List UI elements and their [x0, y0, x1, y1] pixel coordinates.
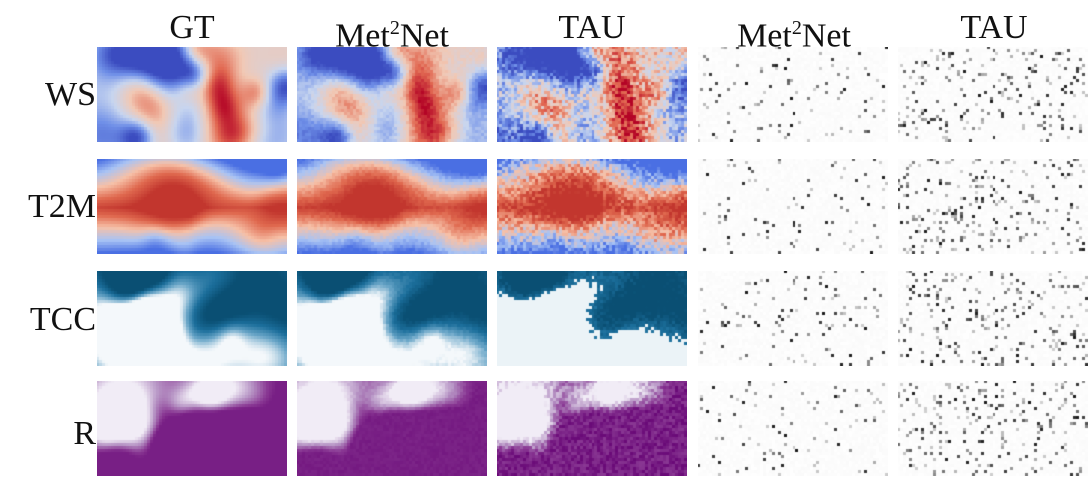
row-label-t2m: T2M	[28, 188, 96, 225]
column-label-met2net-error: Met2Net	[737, 17, 851, 55]
r-tau-map	[497, 381, 687, 476]
t2m-tau-error-map	[898, 159, 1088, 254]
t2m-tau-map	[497, 159, 687, 254]
r-gt-map	[97, 381, 287, 476]
column-label-met2net-prediction: Met2Net	[335, 17, 449, 55]
ws-met2net-map	[297, 47, 487, 142]
r-met2net-error-map	[698, 381, 888, 476]
t2m-met2net-map	[297, 159, 487, 254]
row-label-ws: WS	[45, 76, 96, 113]
tcc-tau-map	[497, 271, 687, 366]
tcc-met2net-error-map	[698, 271, 888, 366]
row-label-r: R	[73, 415, 96, 452]
tcc-met2net-map	[297, 271, 487, 366]
ws-gt-map	[97, 47, 287, 142]
t2m-met2net-error-map	[698, 159, 888, 254]
ws-tau-map	[497, 47, 687, 142]
ws-tau-error-map	[898, 47, 1088, 142]
ws-met2net-error-map	[698, 47, 888, 142]
tcc-gt-map	[97, 271, 287, 366]
r-met2net-map	[297, 381, 487, 476]
column-label-tau-error: TAU	[960, 9, 1028, 46]
column-label-gt: GT	[169, 9, 215, 46]
r-tau-error-map	[898, 381, 1088, 476]
tcc-tau-error-map	[898, 271, 1088, 366]
row-label-tcc: TCC	[29, 301, 96, 338]
t2m-gt-map	[97, 159, 287, 254]
column-label-tau-prediction: TAU	[558, 9, 626, 46]
